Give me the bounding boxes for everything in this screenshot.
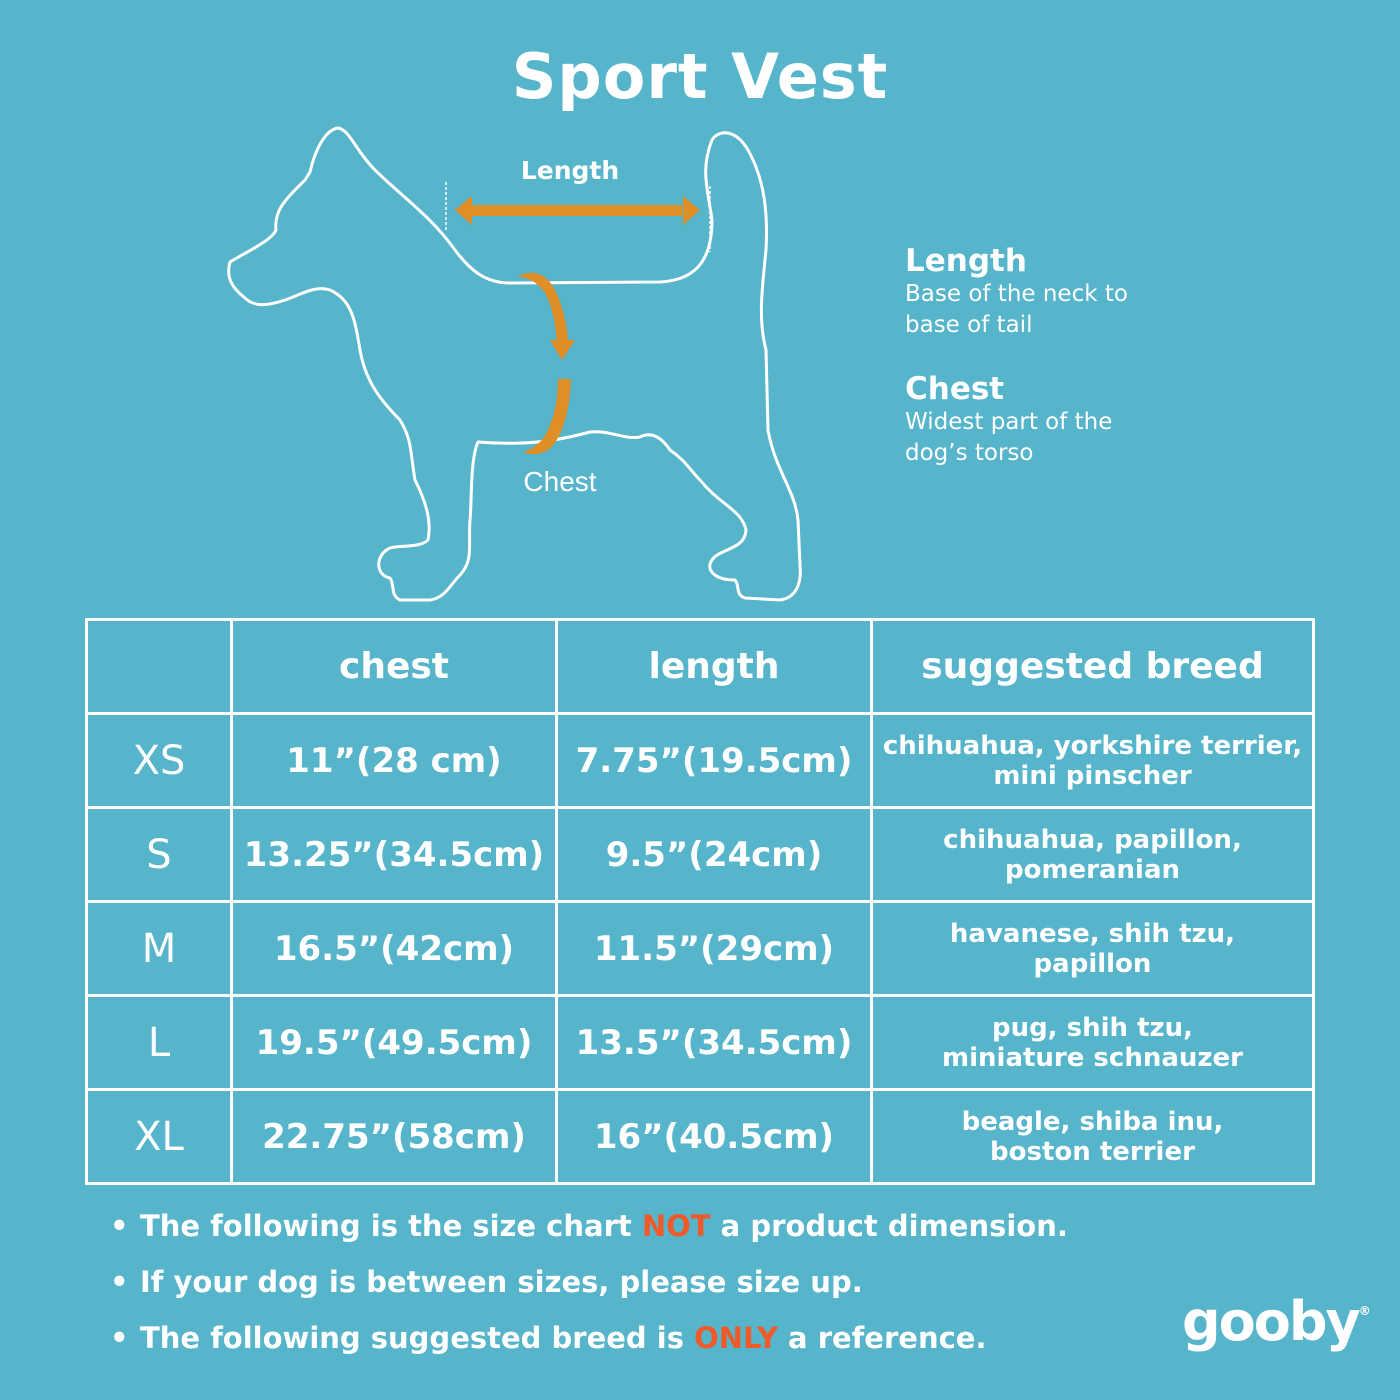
- note-item: • The following suggested breed is ONLY a…: [110, 1321, 987, 1355]
- chest-cell: 19.5”(49.5cm): [230, 994, 558, 1091]
- note-text: a product dimension.: [710, 1209, 1068, 1243]
- note-highlight: NOT: [641, 1209, 711, 1243]
- breed-line: pug, shih tzu,: [991, 1012, 1194, 1043]
- legend-term: Length: [905, 243, 1027, 279]
- page-title: Sport Vest: [511, 40, 889, 113]
- size-cell: L: [85, 994, 233, 1091]
- legend-term: Chest: [905, 371, 1005, 407]
- logo-text: gooby: [1182, 1290, 1361, 1353]
- size-table: chest length suggested breed XS 11”(28 c…: [85, 618, 1315, 1185]
- size-cell: S: [85, 806, 233, 903]
- header-chest: chest: [230, 618, 558, 715]
- registered-mark: ®: [1358, 1304, 1371, 1318]
- legend-chest: Chest Widest part of the dog’s torso: [905, 371, 1225, 469]
- legend-length: Length Base of the neck to base of tail: [905, 243, 1225, 341]
- length-cell: 9.5”(24cm): [555, 806, 873, 903]
- breed-line: pomeranian: [1004, 854, 1181, 885]
- length-cell: 11.5”(29cm): [555, 900, 873, 997]
- legend-desc: Widest part of the: [905, 409, 1113, 435]
- header-breed: suggested breed: [870, 618, 1315, 715]
- chest-cell: 22.75”(58cm): [230, 1088, 558, 1185]
- length-cell: 16”(40.5cm): [555, 1088, 873, 1185]
- legend-desc: base of tail: [905, 312, 1033, 338]
- chest-cell: 11”(28 cm): [230, 712, 558, 809]
- chest-arrow: [518, 272, 575, 455]
- size-cell: M: [85, 900, 233, 997]
- length-diagram-label: Length: [520, 156, 620, 185]
- size-cell: XL: [85, 1088, 233, 1185]
- length-cell: 7.75”(19.5cm): [555, 712, 873, 809]
- note-item: • The following is the size chart NOT a p…: [110, 1209, 1068, 1243]
- breed-line: chihuahua, yorkshire terrier,: [882, 730, 1303, 761]
- breed-line: beagle, shiba inu,: [961, 1106, 1224, 1137]
- length-arrow: [455, 196, 700, 225]
- note-highlight: ONLY: [694, 1321, 778, 1355]
- dog-outline-diagram: [227, 126, 802, 602]
- breed-line: mini pinscher: [993, 760, 1192, 791]
- table-row: XL 22.75”(58cm) 16”(40.5cm) beagle, shib…: [85, 1088, 1315, 1185]
- breed-cell: chihuahua, papillon, pomeranian: [870, 806, 1315, 903]
- note-text: a reference.: [777, 1321, 987, 1355]
- breed-cell: chihuahua, yorkshire terrier, mini pinsch…: [870, 712, 1315, 809]
- legend-desc: Base of the neck to: [905, 281, 1128, 307]
- header-size: [85, 618, 233, 715]
- breed-line: papillon: [1033, 948, 1152, 979]
- table-header-row: chest length suggested breed: [85, 618, 1315, 715]
- breed-cell: pug, shih tzu, miniature schnauzer: [870, 994, 1315, 1091]
- table-row: M 16.5”(42cm) 11.5”(29cm) havanese, shih…: [85, 900, 1315, 997]
- note-text: The following is the size chart: [140, 1209, 642, 1243]
- breed-cell: beagle, shiba inu, boston terrier: [870, 1088, 1315, 1185]
- notes-list: • The following is the size chart NOT a p…: [110, 1212, 1068, 1380]
- note-item: • If your dog is between sizes, please si…: [110, 1265, 863, 1299]
- dog-outline: [227, 126, 802, 602]
- length-cell: 13.5”(34.5cm): [555, 994, 873, 1091]
- table-row: S 13.25”(34.5cm) 9.5”(24cm) chihuahua, p…: [85, 806, 1315, 903]
- note-text: The following suggested breed is: [140, 1321, 695, 1355]
- breed-line: miniature schnauzer: [942, 1042, 1243, 1073]
- breed-line: boston terrier: [990, 1136, 1195, 1167]
- legend-desc: dog’s torso: [905, 440, 1034, 466]
- note-text: If your dog is between sizes, please siz…: [140, 1265, 863, 1299]
- table-row: XS 11”(28 cm) 7.75”(19.5cm) chihuahua, y…: [85, 712, 1315, 809]
- breed-line: havanese, shih tzu,: [949, 918, 1236, 949]
- chest-cell: 13.25”(34.5cm): [230, 806, 558, 903]
- header-length: length: [555, 618, 873, 715]
- size-cell: XS: [85, 712, 233, 809]
- gooby-logo: gooby®: [1182, 1290, 1371, 1353]
- breed-line: chihuahua, papillon,: [943, 824, 1242, 855]
- table-row: L 19.5”(49.5cm) 13.5”(34.5cm) pug, shih …: [85, 994, 1315, 1091]
- chest-cell: 16.5”(42cm): [230, 900, 558, 997]
- chest-diagram-label: Chest: [523, 466, 597, 497]
- breed-cell: havanese, shih tzu, papillon: [870, 900, 1315, 997]
